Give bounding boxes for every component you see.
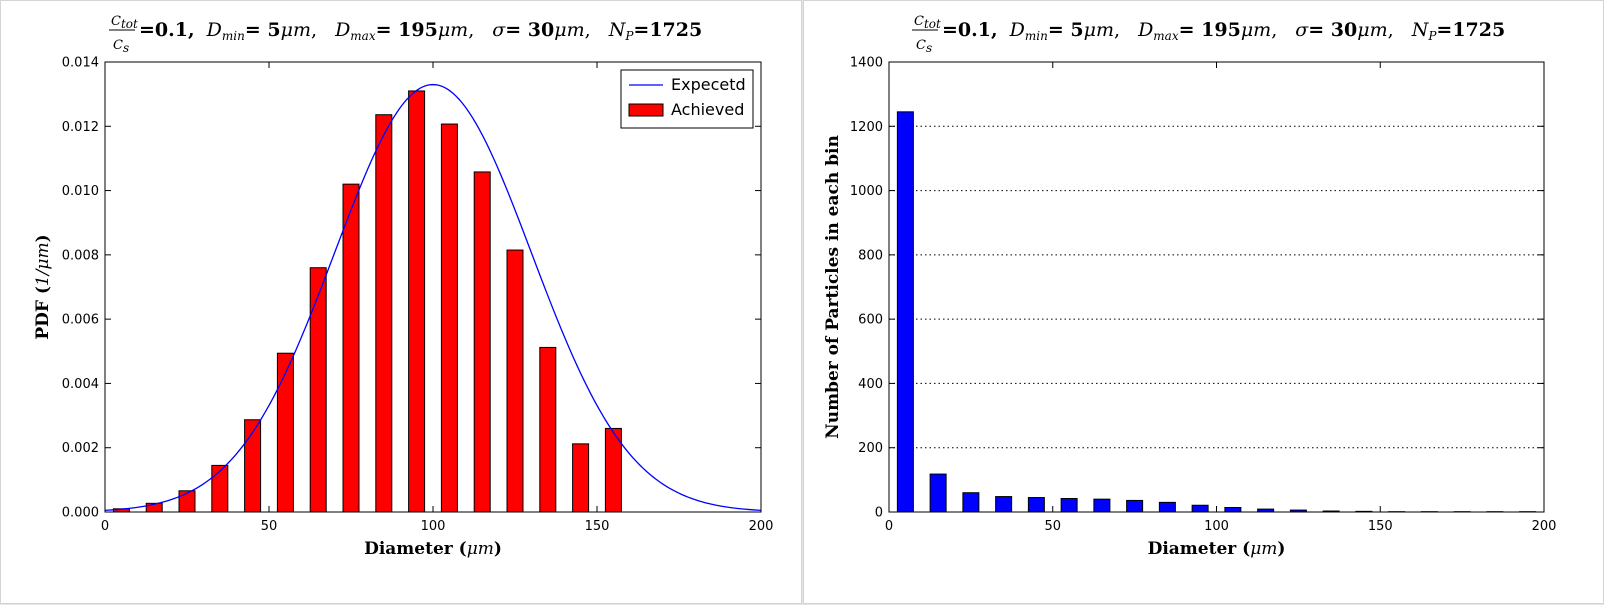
legend-label-expected: Expecetd [671,75,746,94]
y-tick-label: 0 [875,506,883,521]
achieved-bar [179,491,195,512]
y-tick-label: 0.006 [62,313,99,328]
achieved-bar [212,465,228,512]
count-bar [996,497,1012,512]
y-tick-label: 1000 [850,184,883,199]
count-bar [1061,499,1077,513]
x-tick-label: 200 [749,519,774,534]
count-plot-area: 0 50 100 150 200 0 200 400 600 800 1000 1200 1400 Dia… [823,56,1556,560]
x-tick-label: 50 [1044,519,1061,534]
y-tick-label: 0.000 [62,506,99,521]
legend-bar-swatch [629,104,663,116]
achieved-bar [310,268,326,512]
x-tick-label: 100 [421,519,446,534]
y-axis-title: PDF (1/μm) [33,234,53,339]
count-bar [1127,500,1143,512]
achieved-bar [573,444,589,512]
achieved-bar [277,353,293,512]
x-tick-label: 50 [261,519,278,534]
count-chart-title: Ctot Cs =0.1, Dmin= 5μm, Dmax= 195μm, σ=… [914,11,1505,57]
count-bar [1159,502,1175,512]
count-bar [1192,505,1208,512]
y-tick-label: 0.008 [62,248,99,263]
count-chart: Ctot Cs =0.1, Dmin= 5μm, Dmax= 195μm, σ=… [804,1,1604,605]
achieved-bar [507,250,523,512]
achieved-bar [376,115,392,512]
achieved-bar [245,420,261,512]
achieved-bar [474,172,490,512]
y-tick-label: 0.002 [62,441,99,456]
x-tick-label: 200 [1532,519,1557,534]
y-tick-label: 200 [858,441,883,456]
legend-label-achieved: Achieved [671,100,744,119]
y-tick-label: 0.004 [62,377,99,392]
achieved-bar [540,347,556,512]
x-tick-label: 150 [585,519,610,534]
pdf-plot-area: 0 50 100 150 200 0.000 0.002 0.004 0.006 0.008 0.0… [33,56,773,560]
x-axis-title: Diameter (μm) [364,539,502,559]
x-tick-label: 100 [1204,519,1229,534]
achieved-bar [343,184,359,512]
plot-background [105,62,761,512]
count-bar [1028,498,1044,512]
x-tick-label: 0 [885,519,893,534]
y-tick-label: 400 [858,377,883,392]
pdf-chart-panel: Ctot Cs =0.1, Dmin= 5μm, Dmax= 195μm, σ=… [0,0,802,604]
pdf-chart: Ctot Cs =0.1, Dmin= 5μm, Dmax= 195μm, σ=… [1,1,803,605]
achieved-bar [441,124,457,512]
y-tick-label: 1200 [850,120,883,135]
y-tick-label: 0.012 [62,120,99,135]
y-tick-label: 800 [858,248,883,263]
count-chart-panel: Ctot Cs =0.1, Dmin= 5μm, Dmax= 195μm, σ=… [803,0,1604,604]
y-tick-label: 1400 [850,56,883,71]
achieved-bar [409,91,425,512]
count-bar [930,474,946,512]
count-bar [963,493,979,512]
y-axis-title: Number of Particles in each bin [823,135,843,439]
count-bar [897,112,913,512]
x-tick-label: 0 [101,519,109,534]
count-bar [1225,508,1241,513]
x-tick-label: 150 [1368,519,1393,534]
plot-background [889,62,1544,512]
y-tick-label: 600 [858,313,883,328]
pdf-chart-title: Ctot Cs =0.1, Dmin= 5μm, Dmax= 195μm, σ=… [111,11,702,57]
legend: Expecetd Achieved [621,70,753,128]
count-bar [1094,499,1110,512]
y-tick-label: 0.014 [62,56,99,71]
y-tick-label: 0.010 [62,184,99,199]
x-axis-title: Diameter (μm) [1148,539,1286,559]
